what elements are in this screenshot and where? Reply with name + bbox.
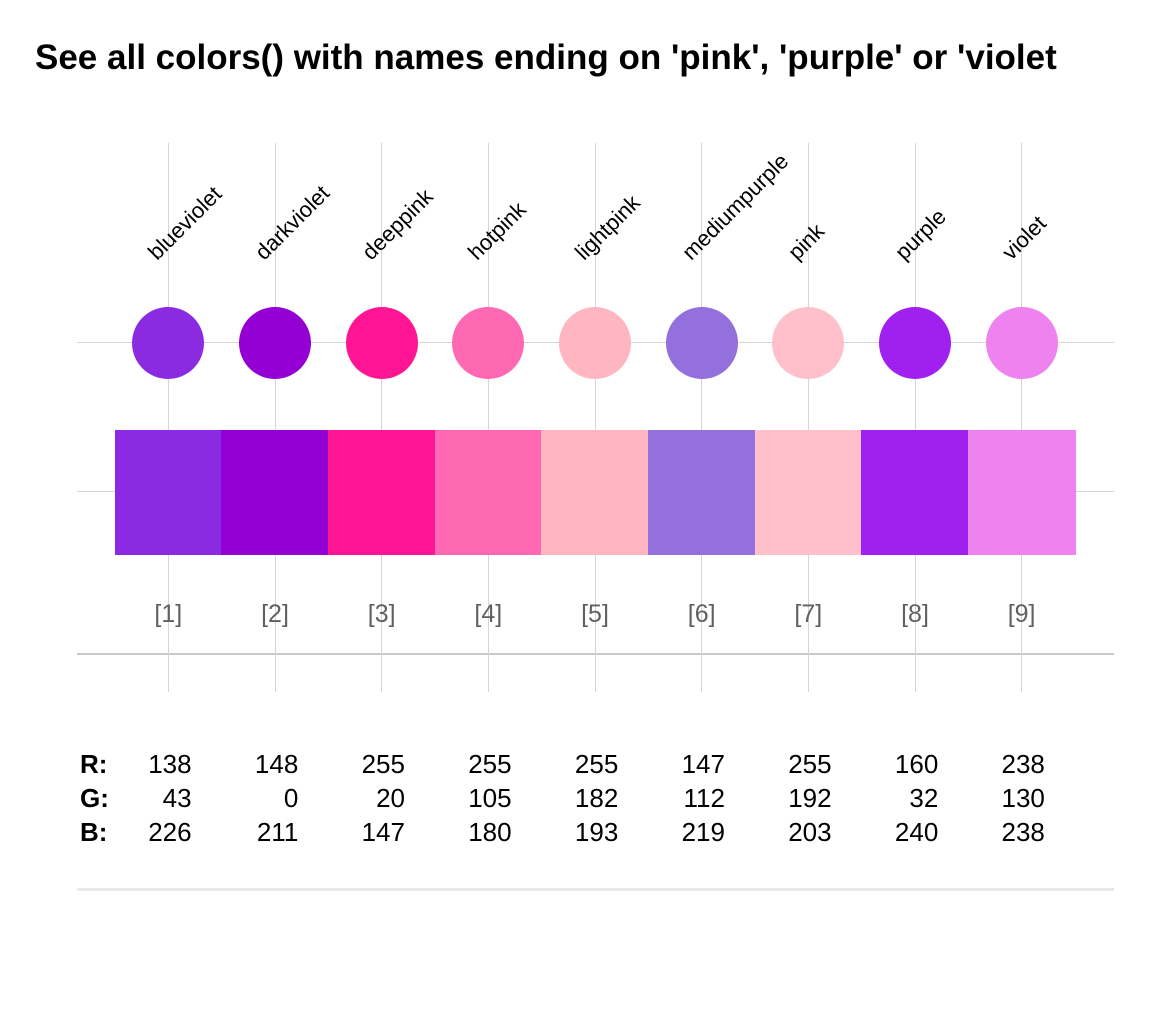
color-swatch (754, 430, 863, 555)
gridline-vertical (594, 143, 596, 692)
color-dot (985, 307, 1058, 379)
index-label: [3] (367, 600, 396, 628)
color-dot (559, 307, 631, 379)
color-dot (239, 307, 311, 379)
r-value: 147 (681, 749, 725, 779)
color-dot (452, 307, 525, 379)
index-label: [6] (687, 600, 716, 628)
index-label: [2] (261, 600, 289, 628)
gridline-vertical (487, 143, 489, 692)
color-name-label: blueviolet (143, 181, 227, 265)
gridline-vertical (274, 143, 276, 692)
r-value: 238 (1001, 749, 1045, 779)
b-value: 193 (574, 817, 619, 847)
index-label: [1] (154, 600, 183, 628)
index-label: [9] (1007, 600, 1036, 628)
g-value: 43 (162, 783, 192, 813)
b-value: 238 (1001, 817, 1045, 847)
g-value: 20 (376, 783, 405, 813)
gridline-vertical (914, 143, 916, 692)
color-swatch (221, 430, 329, 555)
color-dot (665, 307, 738, 379)
gridline-vertical (807, 143, 809, 692)
g-value: 182 (574, 783, 619, 813)
separator-line-middle (77, 653, 1114, 655)
chart-title: See all colors() with names ending on 'p… (35, 38, 1057, 77)
r-value: 255 (788, 749, 832, 779)
b-value: 219 (681, 817, 725, 847)
b-value: 211 (256, 817, 299, 847)
color-swatch (861, 430, 969, 555)
color-swatch (114, 430, 223, 555)
gridline-vertical (701, 143, 703, 692)
index-label: [4] (474, 600, 503, 628)
g-value: 192 (788, 783, 832, 813)
gridline-vertical (167, 143, 169, 692)
separator-line-bottom (77, 888, 1114, 891)
color-name-label: violet (996, 210, 1051, 265)
g-value: 32 (909, 783, 939, 813)
r-value: 138 (148, 749, 192, 779)
color-swatch (648, 430, 756, 555)
g-value: 0 (283, 783, 299, 813)
r-value: 255 (468, 749, 512, 779)
color-dot (772, 307, 845, 379)
color-name-label: lightpink (570, 189, 645, 265)
g-value: 112 (683, 783, 725, 813)
b-value: 240 (894, 817, 939, 847)
index-label: [7] (794, 600, 823, 628)
color-dot (879, 307, 951, 379)
gridline-vertical (1021, 143, 1023, 692)
color-name-label: deeppink (356, 183, 438, 265)
g-value: 105 (468, 783, 512, 813)
color-swatch (967, 430, 1076, 555)
rgb-row-label-r: R: (80, 749, 108, 779)
index-label: [5] (581, 600, 609, 628)
b-value: 226 (148, 817, 192, 847)
g-value: 130 (1001, 783, 1045, 813)
rgb-row-label-b: B: (80, 817, 108, 847)
b-value: 180 (468, 817, 512, 847)
index-label: [8] (901, 600, 929, 628)
r-value: 255 (361, 749, 405, 779)
r-value: 148 (254, 749, 299, 779)
b-value: 147 (361, 817, 405, 847)
r-value: 255 (574, 749, 619, 779)
color-name-label: mediumpurple (676, 148, 793, 265)
color-name-label: hotpink (463, 196, 532, 265)
color-swatch (434, 430, 543, 555)
color-name-label: purple (890, 203, 951, 265)
b-value: 203 (788, 817, 832, 847)
color-dot (345, 307, 418, 379)
rgb-row-label-g: G: (80, 783, 109, 813)
color-swatch (328, 430, 436, 555)
gridline-vertical (381, 143, 383, 692)
r-value: 160 (894, 749, 939, 779)
color-name-label: pink (783, 218, 830, 265)
color-swatch (541, 430, 649, 555)
color-dot (132, 307, 205, 379)
color-name-label: darkviolet (250, 180, 335, 265)
